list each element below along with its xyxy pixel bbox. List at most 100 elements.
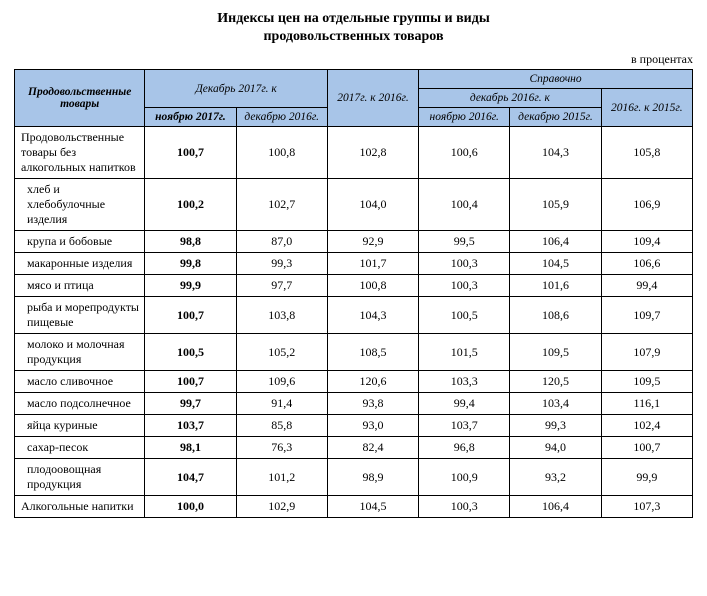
cell-value: 108,6 xyxy=(510,297,601,334)
cell-value: 100,0 xyxy=(145,496,236,518)
title-line-2: продовольственных товаров xyxy=(263,29,443,44)
cell-value: 108,5 xyxy=(327,334,418,371)
cell-value: 105,8 xyxy=(601,127,692,179)
row-label: яйца куриные xyxy=(15,415,145,437)
cell-value: 100,5 xyxy=(145,334,236,371)
cell-value: 101,2 xyxy=(236,459,327,496)
cell-value: 100,7 xyxy=(601,437,692,459)
cell-value: 101,6 xyxy=(510,275,601,297)
cell-value: 93,2 xyxy=(510,459,601,496)
row-label: рыба и морепродукты пищевые xyxy=(15,297,145,334)
cell-value: 98,9 xyxy=(327,459,418,496)
cell-value: 99,4 xyxy=(419,393,510,415)
table-row: мясо и птица99,997,7100,8100,3101,699,4 xyxy=(15,275,693,297)
cell-value: 100,4 xyxy=(419,179,510,231)
cell-value: 103,3 xyxy=(419,371,510,393)
table-row: Алкогольные напитки100,0102,9104,5100,31… xyxy=(15,496,693,518)
cell-value: 99,3 xyxy=(510,415,601,437)
cell-value: 106,6 xyxy=(601,253,692,275)
title-line-1: Индексы цен на отдельные группы и виды xyxy=(217,11,490,26)
cell-value: 103,7 xyxy=(145,415,236,437)
cell-value: 109,6 xyxy=(236,371,327,393)
cell-value: 109,7 xyxy=(601,297,692,334)
cell-value: 102,7 xyxy=(236,179,327,231)
th-2016-2015: 2016г. к 2015г. xyxy=(601,89,692,127)
cell-value: 104,0 xyxy=(327,179,418,231)
cell-value: 107,3 xyxy=(601,496,692,518)
cell-value: 102,8 xyxy=(327,127,418,179)
th-2017-2016: 2017г. к 2016г. xyxy=(327,70,418,127)
cell-value: 85,8 xyxy=(236,415,327,437)
cell-value: 100,7 xyxy=(145,297,236,334)
cell-value: 100,8 xyxy=(327,275,418,297)
row-label: крупа и бобовые xyxy=(15,231,145,253)
cell-value: 107,9 xyxy=(601,334,692,371)
th-dec2015: декабрю 2015г. xyxy=(510,108,601,127)
cell-value: 100,7 xyxy=(145,371,236,393)
th-reference: Справочно xyxy=(419,70,693,89)
cell-value: 100,8 xyxy=(236,127,327,179)
cell-value: 99,5 xyxy=(419,231,510,253)
cell-value: 99,4 xyxy=(601,275,692,297)
table-row: макаронные изделия99,899,3101,7100,3104,… xyxy=(15,253,693,275)
row-label: Продовольственные товары без алкогольных… xyxy=(15,127,145,179)
cell-value: 99,7 xyxy=(145,393,236,415)
th-dec2016: декабрь 2016г. к xyxy=(419,89,602,108)
cell-value: 99,9 xyxy=(145,275,236,297)
th-goods: Продовольственные товары xyxy=(15,70,145,127)
cell-value: 94,0 xyxy=(510,437,601,459)
cell-value: 100,9 xyxy=(419,459,510,496)
cell-value: 120,5 xyxy=(510,371,601,393)
cell-value: 109,5 xyxy=(601,371,692,393)
row-label: плодоовощная продукция xyxy=(15,459,145,496)
row-label: Алкогольные напитки xyxy=(15,496,145,518)
th-dec2016b: декабрю 2016г. xyxy=(236,108,327,127)
cell-value: 96,8 xyxy=(419,437,510,459)
table-row: молоко и молочная продукция100,5105,2108… xyxy=(15,334,693,371)
cell-value: 120,6 xyxy=(327,371,418,393)
cell-value: 103,7 xyxy=(419,415,510,437)
cell-value: 104,5 xyxy=(327,496,418,518)
table-row: Продовольственные товары без алкогольных… xyxy=(15,127,693,179)
cell-value: 97,7 xyxy=(236,275,327,297)
cell-value: 100,6 xyxy=(419,127,510,179)
cell-value: 100,3 xyxy=(419,496,510,518)
cell-value: 109,5 xyxy=(510,334,601,371)
cell-value: 100,7 xyxy=(145,127,236,179)
cell-value: 82,4 xyxy=(327,437,418,459)
table-row: плодоовощная продукция104,7101,298,9100,… xyxy=(15,459,693,496)
cell-value: 99,8 xyxy=(145,253,236,275)
cell-value: 102,4 xyxy=(601,415,692,437)
table-row: сахар-песок98,176,382,496,894,0100,7 xyxy=(15,437,693,459)
cell-value: 104,5 xyxy=(510,253,601,275)
cell-value: 101,7 xyxy=(327,253,418,275)
row-label: мясо и птица xyxy=(15,275,145,297)
cell-value: 104,7 xyxy=(145,459,236,496)
th-dec2017: Декабрь 2017г. к xyxy=(145,70,328,108)
cell-value: 103,8 xyxy=(236,297,327,334)
table-row: рыба и морепродукты пищевые100,7103,8104… xyxy=(15,297,693,334)
cell-value: 87,0 xyxy=(236,231,327,253)
cell-value: 104,3 xyxy=(510,127,601,179)
cell-value: 100,5 xyxy=(419,297,510,334)
th-nov2016: ноябрю 2016г. xyxy=(419,108,510,127)
table-row: яйца куриные103,785,893,0103,799,3102,4 xyxy=(15,415,693,437)
unit-label: в процентах xyxy=(14,52,693,67)
cell-value: 99,9 xyxy=(601,459,692,496)
price-index-table: Продовольственные товары Декабрь 2017г. … xyxy=(14,69,693,518)
cell-value: 116,1 xyxy=(601,393,692,415)
table-row: масло подсолнечное99,791,493,899,4103,41… xyxy=(15,393,693,415)
cell-value: 99,3 xyxy=(236,253,327,275)
cell-value: 98,8 xyxy=(145,231,236,253)
cell-value: 100,3 xyxy=(419,253,510,275)
cell-value: 100,2 xyxy=(145,179,236,231)
cell-value: 101,5 xyxy=(419,334,510,371)
cell-value: 109,4 xyxy=(601,231,692,253)
cell-value: 76,3 xyxy=(236,437,327,459)
cell-value: 103,4 xyxy=(510,393,601,415)
cell-value: 105,9 xyxy=(510,179,601,231)
cell-value: 106,9 xyxy=(601,179,692,231)
table-row: хлеб и хлебобулочные изделия100,2102,710… xyxy=(15,179,693,231)
table-row: крупа и бобовые98,887,092,999,5106,4109,… xyxy=(15,231,693,253)
row-label: хлеб и хлебобулочные изделия xyxy=(15,179,145,231)
